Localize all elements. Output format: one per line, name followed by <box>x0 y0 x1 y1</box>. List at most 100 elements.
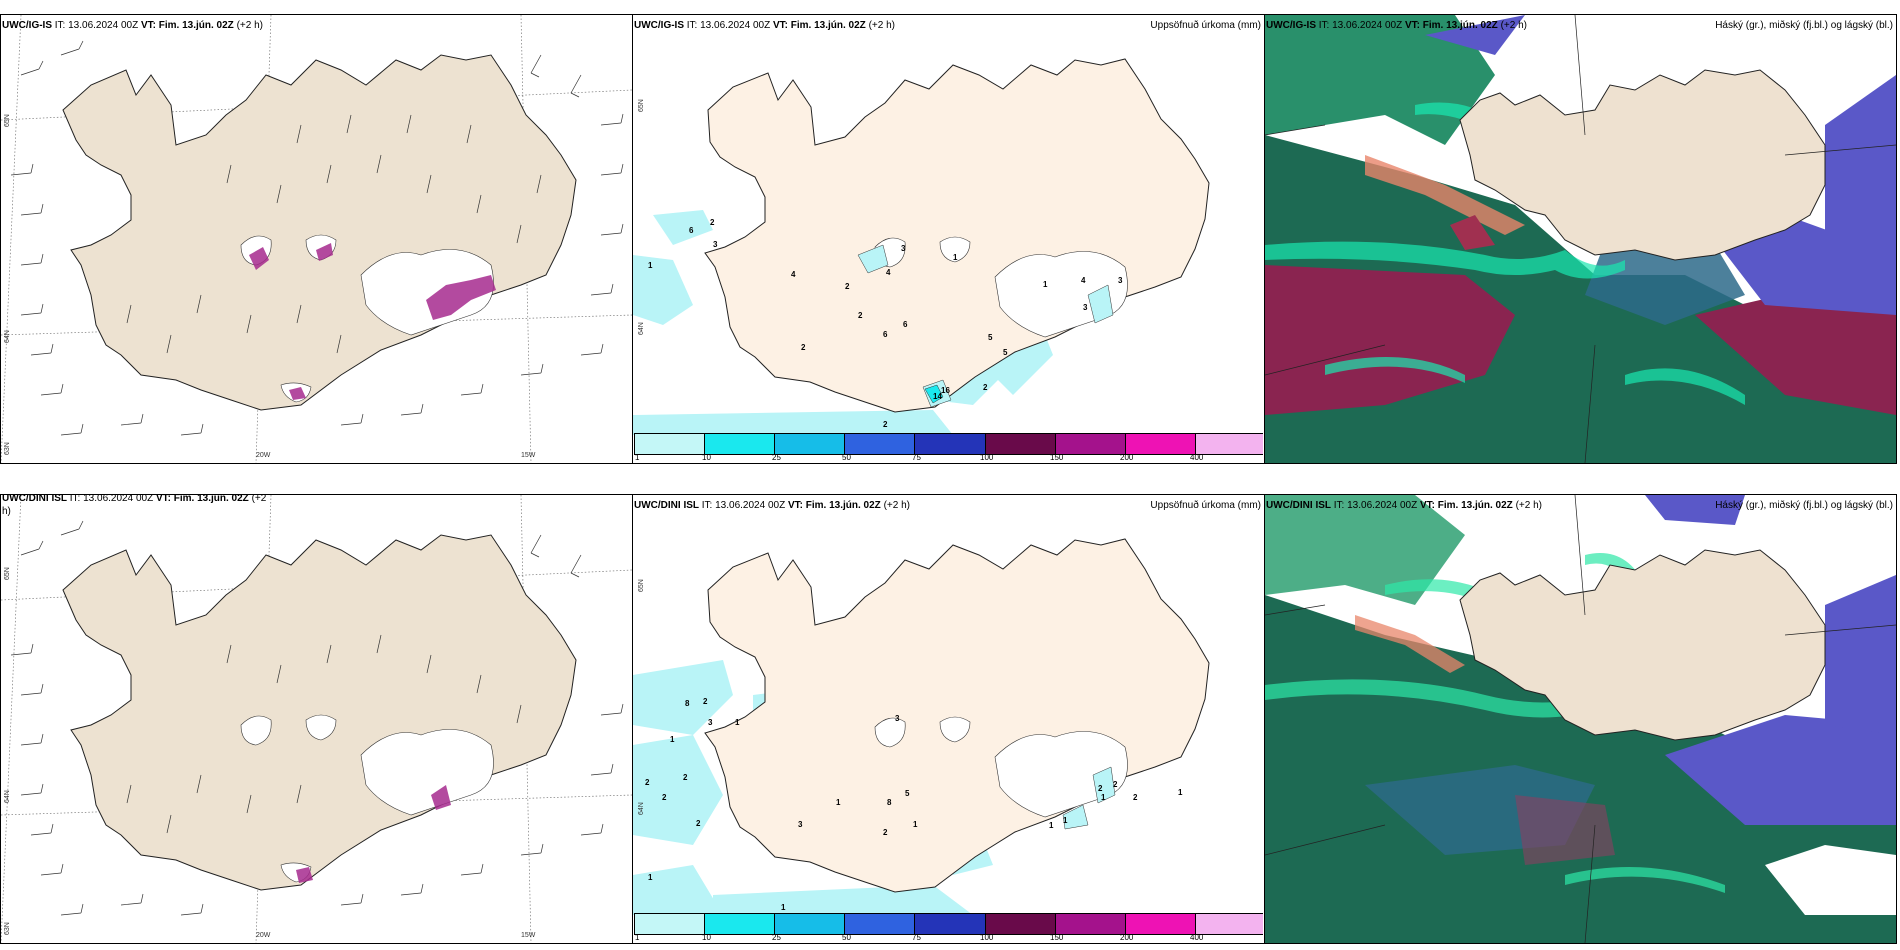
svg-text:5: 5 <box>1003 348 1008 357</box>
vt-value: Fim. 13.jún. 02Z <box>790 20 866 31</box>
it-label: IT: <box>54 20 66 31</box>
svg-text:1: 1 <box>781 903 786 912</box>
field-title: Háský (gr.), miðský (fj.bl.) og lágský (… <box>1715 20 1893 31</box>
it-label: IT: <box>686 20 698 31</box>
colorbar-segment <box>914 914 985 934</box>
colorbar-label: 75 <box>912 453 921 462</box>
lat-label-64n: 64N <box>4 790 11 803</box>
colorbar <box>634 913 1264 935</box>
colorbar-segment <box>704 434 775 454</box>
it-label: IT: <box>701 500 713 511</box>
lat-label-63n: 63N <box>4 442 11 455</box>
colorbar-label: 200 <box>1120 453 1134 462</box>
iceland-outline <box>62 534 577 891</box>
model-name: UWC/IG-IS <box>634 20 684 31</box>
it-value: 13.06.2024 00Z <box>83 494 154 504</box>
lat-label-65n: 65N <box>638 579 645 592</box>
svg-text:1: 1 <box>648 873 653 882</box>
iceland-outline <box>1459 549 1826 741</box>
lead-time: (+2 h) <box>236 20 263 31</box>
it-value: 13.06.2024 00Z <box>1347 500 1418 511</box>
svg-text:2: 2 <box>710 218 715 227</box>
svg-text:2: 2 <box>883 420 888 429</box>
colorbar-segment <box>1054 434 1125 454</box>
colorbar-segment <box>774 914 845 934</box>
svg-text:5: 5 <box>988 333 993 342</box>
svg-text:3: 3 <box>798 820 803 829</box>
colorbar-label: 1 <box>635 933 640 942</box>
svg-text:2: 2 <box>1098 784 1103 793</box>
svg-text:1: 1 <box>1063 816 1068 825</box>
panel-title: UWC/IG-IS IT: 13.06.2024 00Z VT: Fim. 13… <box>2 20 263 31</box>
svg-text:2: 2 <box>858 311 863 320</box>
model-name: UWC/DINI ISL <box>1266 500 1331 511</box>
it-value: 13.06.2024 00Z <box>68 20 139 31</box>
colorbar-label: 10 <box>702 453 711 462</box>
vt-label: VT: <box>772 20 788 31</box>
colorbar-segment <box>1124 914 1195 934</box>
panel-title: UWC/DINI ISL IT: 13.06.2024 00Z VT: Fim.… <box>1266 500 1542 511</box>
colorbar-label: 150 <box>1050 453 1064 462</box>
model-name: UWC/DINI ISL <box>634 500 699 511</box>
svg-text:1: 1 <box>1101 793 1106 802</box>
svg-text:1: 1 <box>670 735 675 744</box>
vt-value: Fim. 13.jún. 02Z <box>1422 20 1498 31</box>
svg-text:2: 2 <box>662 793 667 802</box>
colorbar-segment <box>1194 434 1264 454</box>
vt-value: Fim. 13.jún. 02Z <box>1437 500 1513 511</box>
colorbar-segment <box>634 914 705 934</box>
field-title: Uppsöfnuð úrkoma (mm) <box>1150 500 1261 511</box>
lat-label-64n: 64N <box>638 802 645 815</box>
lead-time: (+2 h) <box>1515 500 1542 511</box>
colorbar-segment <box>634 434 705 454</box>
colorbar-label: 25 <box>772 453 781 462</box>
colorbar-segment <box>1194 914 1264 934</box>
colorbar-segment <box>1054 914 1125 934</box>
colorbar-label: 400 <box>1190 933 1204 942</box>
lead-time: (+2 h) <box>883 500 910 511</box>
svg-text:1: 1 <box>953 253 958 262</box>
colorbar-label: 100 <box>980 453 994 462</box>
svg-text:2: 2 <box>883 828 888 837</box>
svg-text:16: 16 <box>941 386 950 395</box>
colorbar-label: 50 <box>842 933 851 942</box>
it-label: IT: <box>1318 20 1330 31</box>
colorbar-segment <box>844 914 915 934</box>
colorbar <box>634 433 1264 455</box>
panel-title: UWC/DINI ISL IT: 13.06.2024 00Z VT: Fim.… <box>634 500 910 511</box>
vt-label: VT: <box>155 494 171 504</box>
lon-label-20w: 20W <box>256 932 271 939</box>
it-value: 13.06.2024 00Z <box>715 500 786 511</box>
model-name: UWC/IG-IS <box>1266 20 1316 31</box>
it-value: 13.06.2024 00Z <box>1332 20 1403 31</box>
field-title: Háský (gr.), miðský (fj.bl.) og lágský (… <box>1715 500 1893 511</box>
model-name: UWC/IG-IS <box>2 20 52 31</box>
model-name: UWC/DINI ISL <box>2 494 67 504</box>
svg-text:1: 1 <box>836 798 841 807</box>
svg-text:6: 6 <box>883 330 888 339</box>
svg-text:2: 2 <box>1113 780 1118 789</box>
it-label: IT: <box>69 494 81 504</box>
iceland-outline <box>704 58 1210 413</box>
colorbar-segment <box>844 434 915 454</box>
wind-map <box>1 495 632 943</box>
vt-value: Fim. 13.jún. 02Z <box>158 20 234 31</box>
colorbar-label: 75 <box>912 933 921 942</box>
lon-label-15w: 15W <box>521 932 536 939</box>
svg-text:6: 6 <box>689 226 694 235</box>
vt-label: VT: <box>1404 20 1420 31</box>
iceland-outline <box>1459 69 1826 261</box>
svg-text:1: 1 <box>1049 821 1054 830</box>
svg-text:3: 3 <box>1118 276 1123 285</box>
colorbar-label: 400 <box>1190 453 1204 462</box>
svg-text:3: 3 <box>708 718 713 727</box>
vt-value: Fim. 13.jún. 02Z <box>173 494 249 504</box>
colorbar-segment <box>914 434 985 454</box>
lat-label-63n: 63N <box>4 922 11 935</box>
lead-time: (+2 h) <box>1500 20 1527 31</box>
colorbar-label: 150 <box>1050 933 1064 942</box>
svg-text:8: 8 <box>685 699 690 708</box>
svg-text:14: 14 <box>933 392 942 401</box>
vt-label: VT: <box>1419 500 1435 511</box>
colorbar-label: 50 <box>842 453 851 462</box>
